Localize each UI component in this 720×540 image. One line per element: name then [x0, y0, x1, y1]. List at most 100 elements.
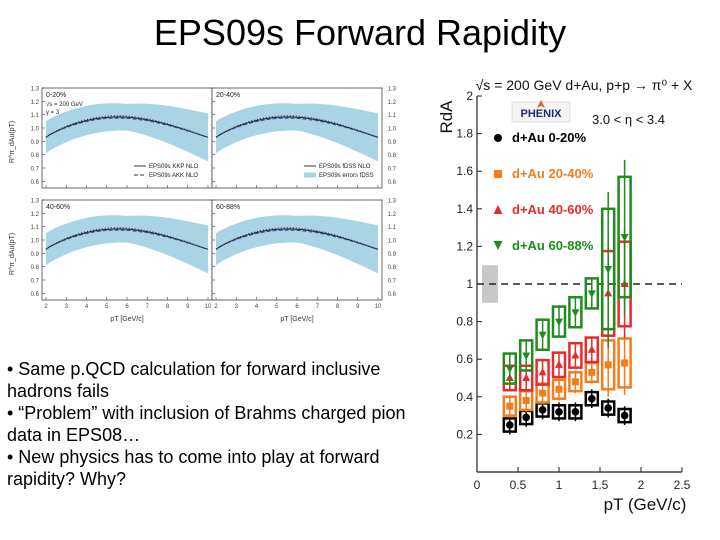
series-square	[502, 331, 632, 418]
data-point	[604, 265, 613, 274]
systematic-box	[551, 378, 567, 400]
y-tick-label: 0.8	[31, 265, 40, 271]
data-point	[538, 406, 547, 414]
error-band	[216, 215, 378, 274]
data-point	[588, 394, 596, 403]
legend-marker	[494, 170, 502, 178]
panel-annotation: √s = 200 GeV	[46, 101, 83, 108]
data-point	[506, 402, 514, 410]
y-tick-label: 0.7	[31, 279, 40, 285]
legend-marker	[494, 134, 502, 142]
y-tick-label: 0.6	[31, 180, 40, 186]
prediction-curve	[45, 115, 209, 138]
legend-label: EPS09s AKK NLO	[149, 173, 198, 179]
data-point	[620, 411, 629, 420]
x-tick-label: 7	[146, 304, 150, 310]
systematic-box	[617, 175, 632, 299]
chart-title: √s = 200 GeV d+Au, p+p → π⁰ + X	[476, 77, 693, 93]
prediction-curve	[215, 115, 379, 138]
legend-label: d+Au 60-88%	[512, 238, 594, 253]
centrality-label: 60-88%	[216, 204, 240, 211]
systematic-box	[584, 336, 600, 364]
eta-range-label: 3.0 < η < 3.4	[592, 112, 665, 127]
systematic-box	[502, 417, 518, 433]
x-tick-label: 1	[556, 478, 563, 492]
systematic-box	[568, 341, 583, 369]
y-tick-label: 1.8	[456, 127, 473, 141]
y-axis-label: R^π_dAu(pT)	[9, 233, 16, 275]
y-tick-label: 1.1	[31, 225, 40, 231]
data-point	[588, 368, 596, 376]
logo-text: PHENIX	[521, 108, 563, 120]
y-tick-label: 0.7	[388, 167, 397, 173]
slide-title: EPS09s Forward Rapidity	[153, 12, 567, 53]
y-tick-label: 2	[466, 89, 473, 103]
systematic-box	[617, 407, 632, 424]
y-tick-label: 0.4	[456, 390, 473, 404]
y-tick-label: 1.3	[388, 87, 397, 93]
panel-annotation: y = 3	[46, 110, 60, 116]
systematic-box	[551, 351, 567, 379]
prediction-curve	[215, 227, 379, 250]
x-tick-label: 5	[275, 304, 279, 310]
error-band	[46, 103, 208, 162]
panel: 0.6 0.7 0.8 0.9 1.0 1.1 1.2 1.3 20-40% EPS09s fDS…	[211, 87, 397, 189]
panel: 0.6 0.7 0.8 0.9 1.0 1.1 1.2 1.3 0-20% √s = 200 Ge…	[31, 87, 213, 189]
y-tick-label: 0.9	[31, 252, 40, 258]
legend-label: d+Au 20-40%	[512, 166, 594, 181]
systematic-box	[535, 318, 550, 352]
y-tick-label: 0.8	[456, 315, 473, 329]
x-tick-label: 0	[474, 478, 481, 492]
y-tick-label: 0.9	[388, 252, 397, 258]
systematic-box	[502, 352, 518, 385]
x-tick-label: 7	[316, 304, 320, 310]
y-tick-label: 0.2	[456, 427, 473, 441]
y-tick-label: 0.8	[31, 153, 40, 159]
x-tick-label: 4	[255, 304, 259, 310]
data-point	[587, 345, 596, 353]
y-tick-label: 0.6	[456, 352, 473, 366]
prediction-curve	[45, 117, 209, 138]
error-band	[216, 103, 378, 162]
y-tick-label: 1.6	[456, 164, 473, 178]
data-point	[506, 421, 514, 429]
x-tick-label: 2.5	[674, 478, 691, 492]
x-tick-label: 10	[375, 304, 382, 310]
error-band	[46, 215, 208, 274]
y-tick-label: 1.3	[388, 199, 397, 205]
data-point	[539, 389, 547, 397]
systematic-box	[584, 390, 600, 407]
legend-label: EPS09s fDSS NLO	[319, 164, 371, 170]
legend-label: EPS09s KKP NLO	[149, 164, 199, 170]
data-point	[555, 385, 563, 393]
y-tick-label: 0.6	[31, 292, 40, 298]
y-tick-label: 1.0	[31, 127, 40, 133]
systematic-box	[584, 277, 600, 310]
prediction-curve	[45, 116, 209, 138]
y-tick-label: 0.6	[388, 180, 397, 186]
y-tick-label: 1.2	[456, 239, 473, 253]
systematic-box	[502, 395, 518, 417]
legend-label: d+Au 0-20%	[512, 130, 586, 145]
x-axis-label: pT [GeV/c]	[110, 316, 143, 323]
prediction-curve	[215, 228, 379, 250]
systematic-box	[518, 339, 534, 372]
data-point	[571, 378, 579, 386]
y-tick-label: 0.9	[388, 140, 397, 146]
systematic-box	[568, 295, 583, 329]
x-tick-label: 9	[356, 304, 360, 310]
data-point	[604, 404, 612, 412]
x-tick-label: 3	[65, 304, 69, 310]
panel: 0.6 0.7 0.8 0.9 1.0 1.1 1.2 1.3 2 3 4 5 6 7 8 9 10 40-60%	[31, 199, 213, 310]
y-tick-label: 1.3	[31, 199, 40, 205]
centrality-label: 40-60%	[46, 204, 70, 211]
x-tick-label: 2	[638, 478, 645, 492]
x-tick-label: 6	[295, 304, 299, 310]
data-point	[538, 367, 547, 376]
x-tick-label: 10	[205, 304, 212, 310]
bullet-item: • “Problem” with inclusion of Brahms cha…	[7, 403, 406, 445]
centrality-label: 20-40%	[216, 92, 240, 99]
prediction-curve	[215, 116, 379, 138]
systematic-box	[551, 404, 567, 420]
y-tick-label: 1.2	[388, 100, 397, 106]
